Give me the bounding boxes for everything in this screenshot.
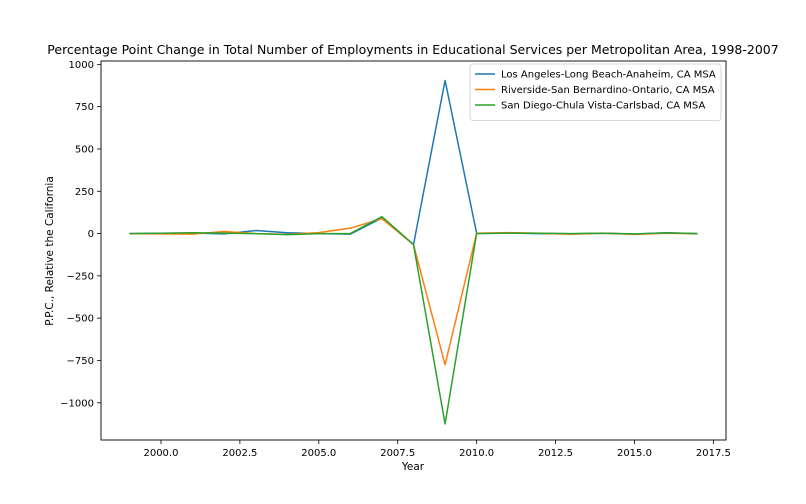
legend-label-2: San Diego-Chula Vista-Carlsbad, CA MSA <box>501 101 705 112</box>
x-tick-label: 2000.0 <box>143 448 178 459</box>
x-tick-label: 2007.5 <box>380 448 415 459</box>
x-axis-label: Year <box>401 461 425 473</box>
y-tick-label: −500 <box>67 314 94 325</box>
y-tick-label: −1000 <box>60 398 94 409</box>
legend-label-1: Riverside-San Bernardino-Ontario, CA MSA <box>501 85 715 96</box>
series-line-2 <box>129 215 698 425</box>
plot-frame <box>100 60 727 441</box>
y-tick-label: −750 <box>67 356 94 367</box>
y-tick-label: 250 <box>75 187 94 198</box>
legend-box <box>469 63 722 121</box>
y-tick-label: 750 <box>75 102 94 113</box>
series-line-1 <box>129 217 698 366</box>
y-tick-label: 500 <box>75 144 94 155</box>
x-tick-label: 2010.0 <box>459 448 494 459</box>
y-tick-label: −250 <box>67 271 94 282</box>
x-tick-label: 2017.5 <box>696 448 731 459</box>
y-axis-label: P.P.C., Relative the California <box>44 176 56 326</box>
y-tick-label: 1000 <box>69 60 94 71</box>
x-tick-label: 2012.5 <box>538 448 573 459</box>
x-tick-label: 2002.5 <box>222 448 257 459</box>
x-tick-label: 2015.0 <box>617 448 652 459</box>
legend-label-0: Los Angeles-Long Beach-Anaheim, CA MSA <box>501 70 716 81</box>
legend: Los Angeles-Long Beach-Anaheim, CA MSA Ri… <box>469 63 722 121</box>
chart-title: Percentage Point Change in Total Number … <box>47 42 778 57</box>
y-tick-label: 0 <box>88 229 94 240</box>
x-tick-label: 2005.0 <box>301 448 336 459</box>
